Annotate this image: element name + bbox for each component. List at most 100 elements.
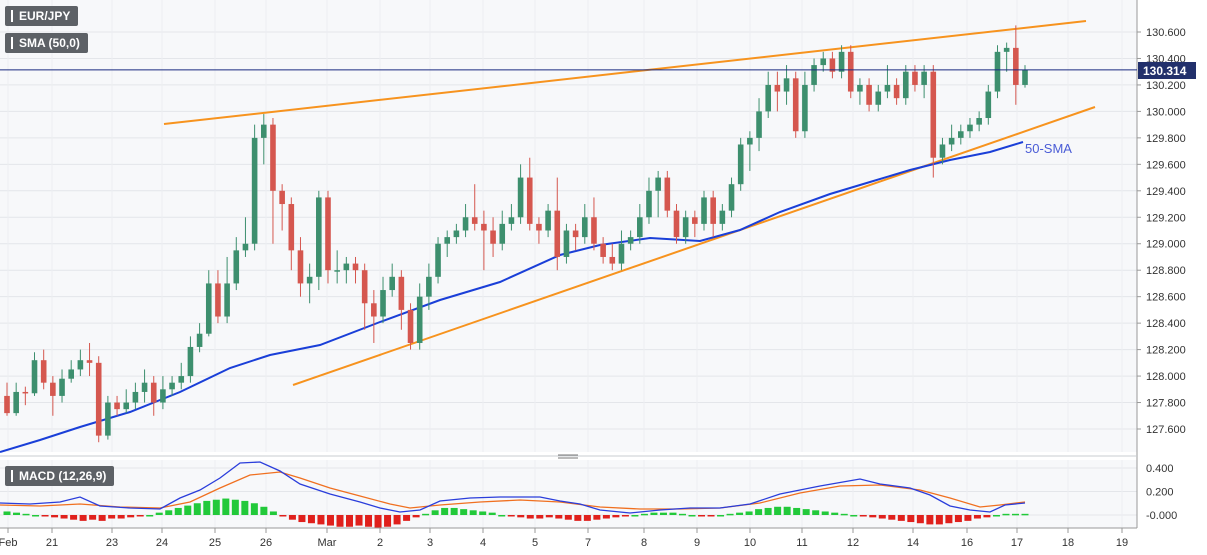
y-tick-label: 130.200 <box>1146 80 1186 92</box>
macd-hist-bar-negative <box>888 515 896 520</box>
macd-hist-bar-negative <box>878 515 886 519</box>
symbol-label[interactable]: EUR/JPY <box>5 6 79 26</box>
macd-hist-bar-positive <box>222 498 230 515</box>
sma-marker-icon <box>11 37 13 49</box>
symbol-text: EUR/JPY <box>19 9 71 23</box>
macd-hist-bar-positive <box>850 515 858 517</box>
candle-down <box>609 256 616 264</box>
macd-hist-bar-negative <box>384 515 392 527</box>
y-tick-label: 129.000 <box>1146 239 1186 251</box>
candle-up <box>1003 47 1010 52</box>
candles <box>4 25 1028 443</box>
candle-down <box>471 217 478 224</box>
candle-up <box>517 177 524 218</box>
macd-hist-bar-negative <box>935 515 943 525</box>
macd-hist-bar-positive <box>193 503 201 515</box>
candle-up <box>224 283 230 317</box>
panel-resize-handle[interactable] <box>558 454 578 459</box>
candle-down <box>490 230 496 244</box>
candle-up <box>68 369 74 379</box>
candle-up <box>637 217 643 238</box>
macd-indicator-label[interactable]: MACD (12,26,9) <box>5 466 115 486</box>
x-tick-label: 14 <box>907 537 919 549</box>
candle-down <box>4 395 10 414</box>
candle-up <box>444 237 451 244</box>
macd-hist-bar-negative <box>926 515 934 525</box>
macd-hist-bar-negative <box>945 515 953 524</box>
candle-down <box>407 309 414 343</box>
candle-down <box>270 124 276 191</box>
macd-hist-bar-negative <box>973 515 981 519</box>
y-tick-label: 130.000 <box>1146 106 1186 118</box>
candle-up <box>416 296 423 343</box>
macd-hist-bar-negative <box>89 515 97 520</box>
candle-up <box>921 71 927 85</box>
candle-up <box>948 137 955 145</box>
macd-hist-bar-negative <box>136 515 144 517</box>
upper-trendline <box>163 20 1087 125</box>
macd-hist-bar-negative <box>602 515 610 519</box>
y-tick-label: 129.400 <box>1146 186 1186 198</box>
candle-up <box>187 346 194 377</box>
candle-down <box>572 230 579 238</box>
macd-hist-bar-negative <box>707 515 715 517</box>
macd-hist-bar-positive <box>441 507 449 515</box>
macd-hist-bar-positive <box>460 509 468 515</box>
candle-up <box>976 118 982 125</box>
candle-up <box>141 382 148 392</box>
macd-hist-bar-negative <box>536 515 544 519</box>
macd-hist-bar-negative <box>983 515 991 518</box>
macd-hist-bar-positive <box>678 513 686 516</box>
macd-indicator-text: MACD (12,26,9) <box>19 469 107 483</box>
x-tick-label: 16 <box>961 537 973 549</box>
symbol-marker-icon <box>11 10 13 22</box>
macd-hist-bar-positive <box>174 507 182 515</box>
macd-y-tick-label: -0.000 <box>1146 510 1177 522</box>
candle-down <box>22 391 29 394</box>
candle-down <box>893 84 900 99</box>
candle-down <box>325 197 331 271</box>
candle-up <box>563 230 570 257</box>
x-tick-label: 7 <box>585 537 591 549</box>
x-tick-label: 25 <box>209 537 221 549</box>
macd-hist-bar-negative <box>108 515 116 519</box>
x-tick-label: 8 <box>641 537 647 549</box>
macd-hist-bar-positive <box>745 511 753 515</box>
candle-down <box>600 243 606 257</box>
candle-up <box>77 360 84 370</box>
candle-down <box>554 210 561 257</box>
macd-hist-bar-negative <box>612 515 620 518</box>
macd-hist-bar-positive <box>3 511 11 515</box>
candle-down <box>829 58 836 72</box>
x-tick-label: 21 <box>46 537 58 549</box>
x-tick-label: 11 <box>796 537 807 549</box>
axes: 130.600130.400130.200130.000129.800129.6… <box>0 0 1186 549</box>
candle-up <box>958 131 964 138</box>
macd-signal-line <box>0 471 1026 510</box>
candle-down <box>40 360 47 383</box>
candle-down <box>361 270 368 304</box>
sma-indicator-label[interactable]: SMA (50,0) <box>5 33 88 53</box>
macd-hist-bar-positive <box>650 512 658 515</box>
y-tick-label: 129.200 <box>1146 212 1186 224</box>
macd-hist-bar-positive <box>469 510 477 515</box>
candle-up <box>306 276 313 284</box>
macd-hist-bar-positive <box>717 515 725 517</box>
candle-up <box>499 223 506 244</box>
macd-hist-bar-positive <box>688 515 696 517</box>
macd-hist-bar-positive <box>764 507 772 515</box>
candle-up <box>435 243 441 277</box>
macd-hist-bar-positive <box>184 505 192 515</box>
macd-hist-bar-positive <box>1011 513 1019 516</box>
macd-hist-bar-negative <box>98 515 106 521</box>
macd-y-tick-label: 0.400 <box>1146 463 1174 475</box>
candle-down <box>591 217 597 244</box>
y-tick-label: 129.600 <box>1146 159 1186 171</box>
x-tick-label: Mar <box>318 537 337 549</box>
x-tick-label: 23 <box>106 537 118 549</box>
candle-down <box>150 382 157 403</box>
macd-hist-bar-negative <box>412 515 420 518</box>
sma-indicator-text: SMA (50,0) <box>19 36 80 50</box>
x-tick-label: 3 <box>427 537 433 549</box>
candle-down <box>930 71 937 158</box>
